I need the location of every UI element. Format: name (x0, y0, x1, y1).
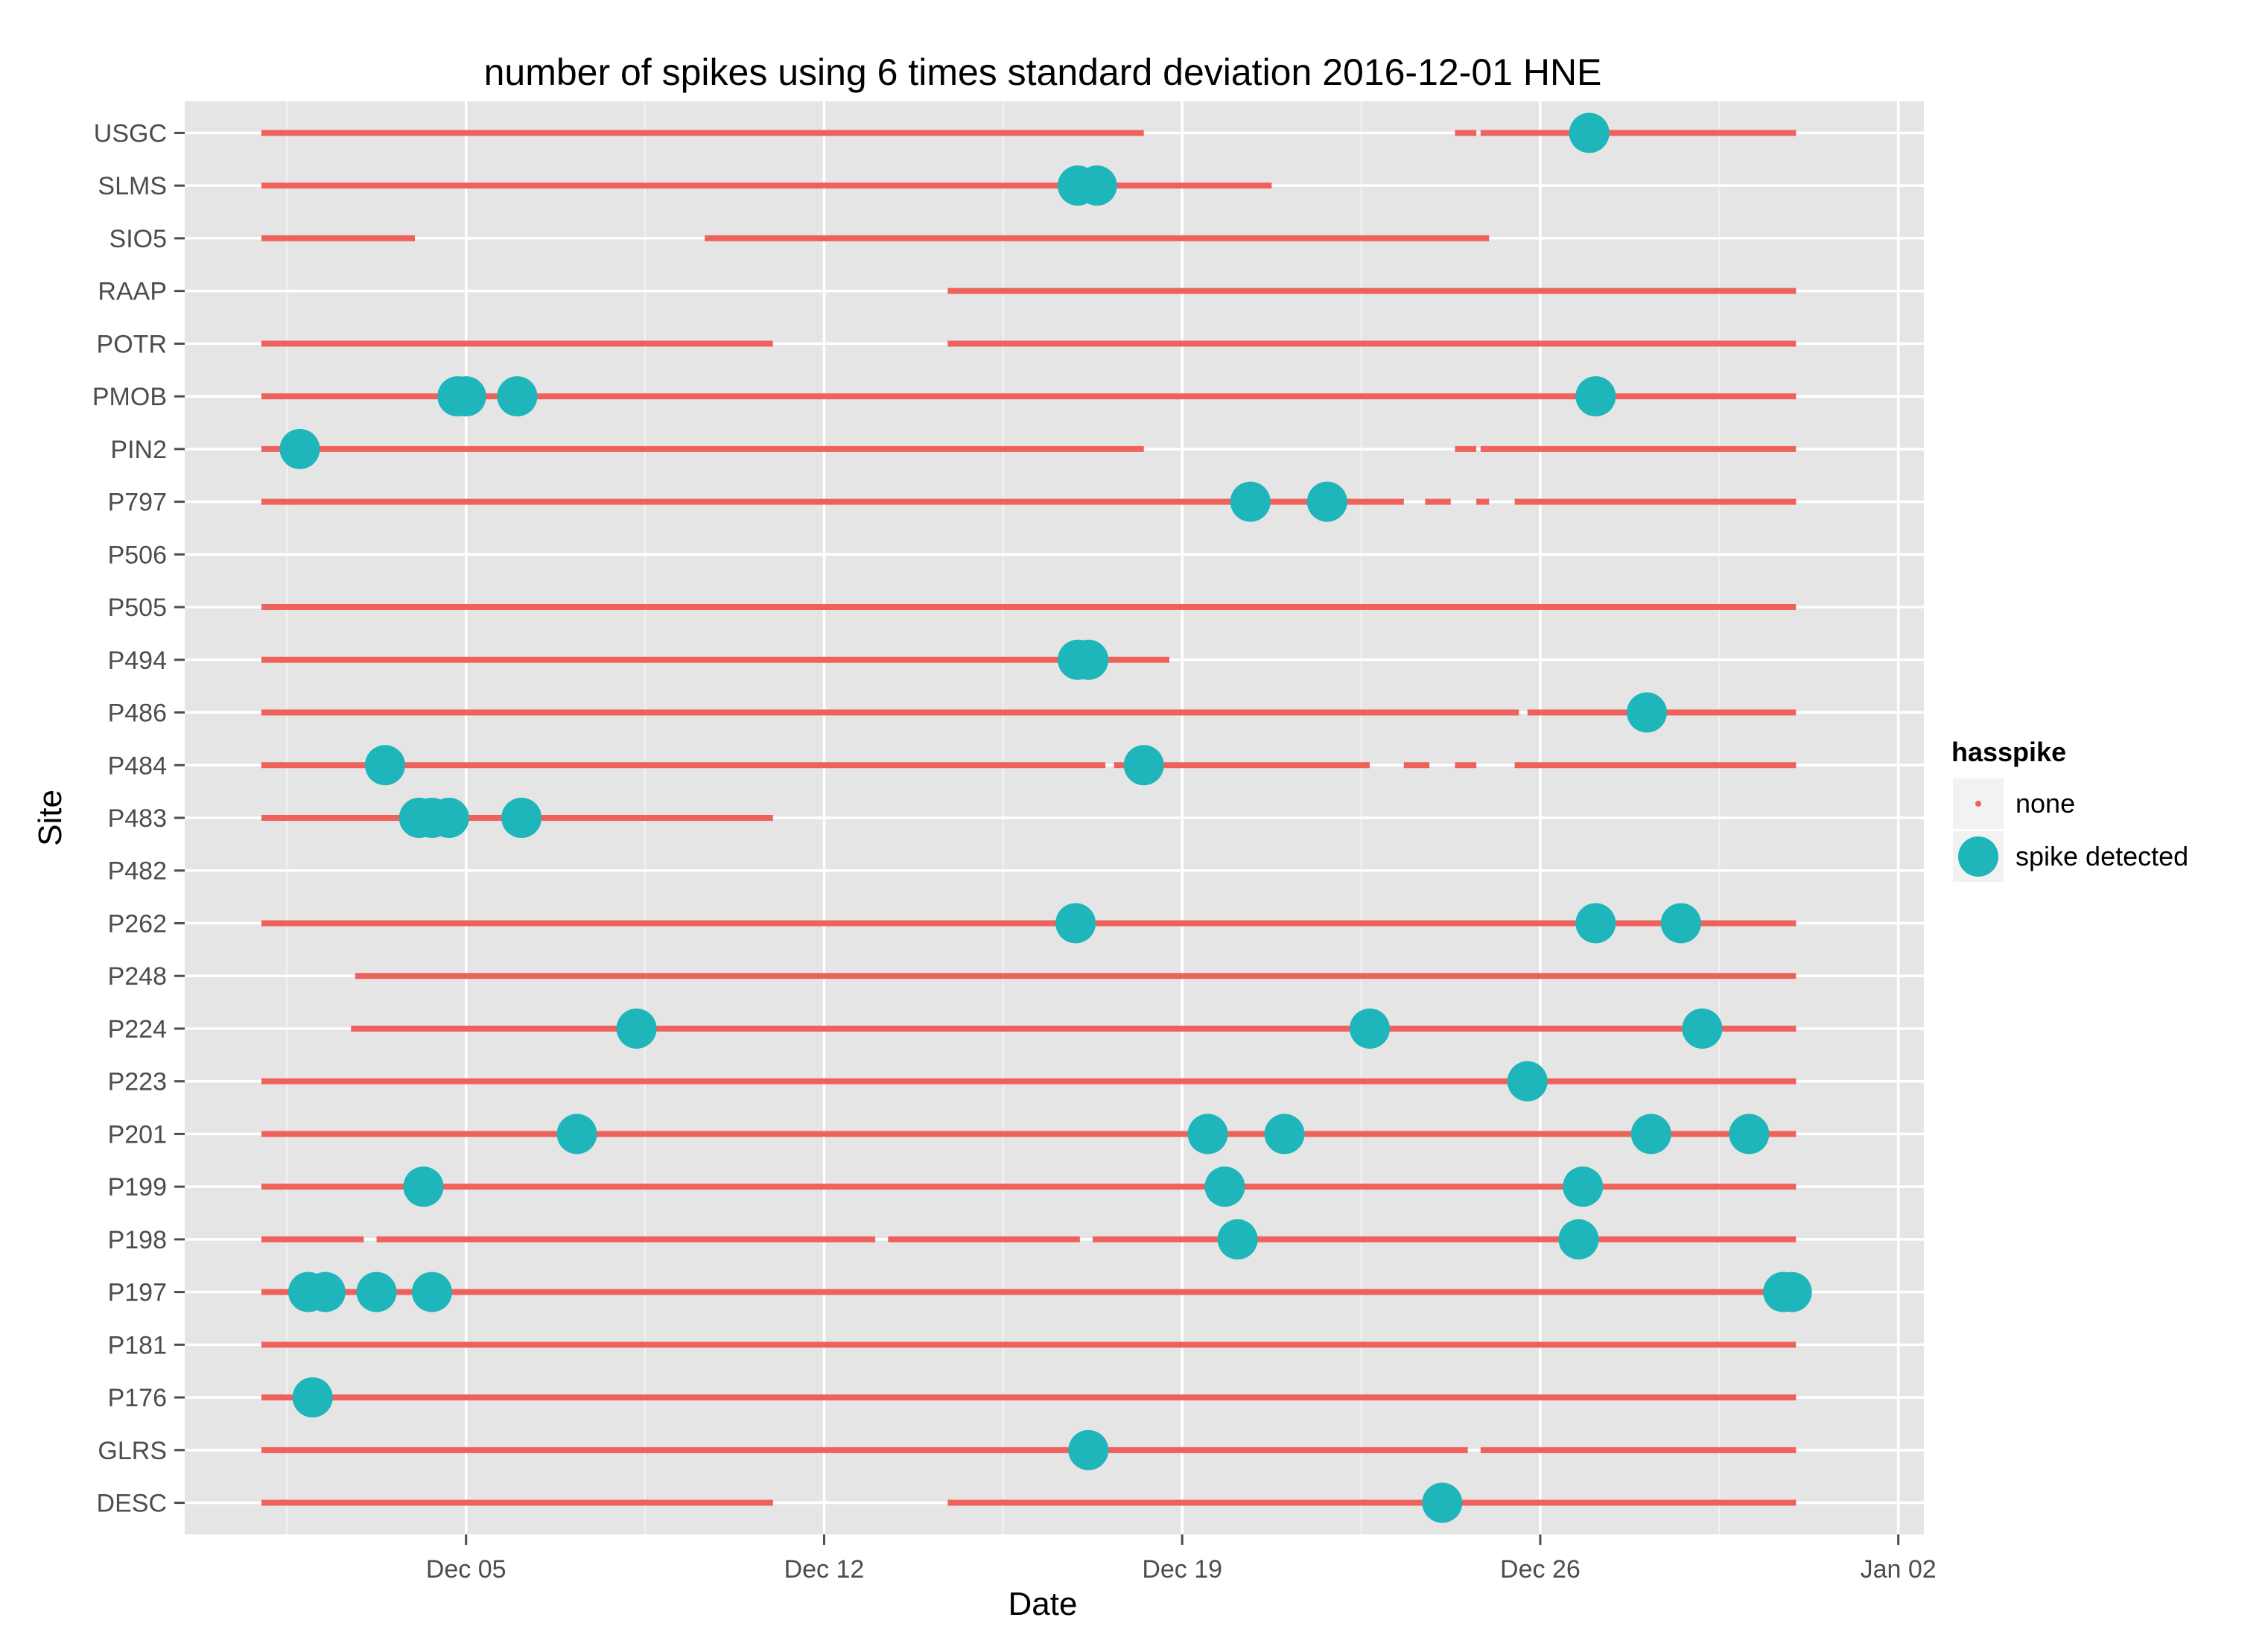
legend-title: hasspike (1951, 737, 2066, 767)
spike-point (1630, 1114, 1671, 1155)
series-spike-detected (279, 112, 1812, 1523)
y-tick-label: P797 (108, 489, 167, 517)
x-tick-label: Jan 02 (1861, 1555, 1937, 1584)
spike-point (292, 1377, 333, 1418)
y-axis: DESC GLRS P176 P181 P197 P198 P199 P201 P223 P224… (92, 119, 185, 1518)
legend-swatch-none (1975, 801, 1981, 807)
spike-point (556, 1114, 597, 1155)
spike-point (1350, 1008, 1391, 1049)
spike-point (1068, 639, 1109, 680)
spike-point (501, 798, 542, 838)
y-tick-label: P506 (108, 541, 167, 569)
spike-point (1507, 1061, 1548, 1102)
x-tick-label: Dec 12 (784, 1555, 865, 1584)
spike-point (1627, 692, 1668, 733)
spike-point (1217, 1219, 1258, 1260)
spike-point (428, 798, 469, 838)
y-tick-label: USGC (94, 119, 167, 147)
y-tick-label: GLRS (98, 1437, 167, 1465)
spike-point (445, 376, 486, 417)
x-axis-title: Date (1008, 1586, 1078, 1622)
spike-point (279, 428, 320, 469)
spike-point (1729, 1114, 1770, 1155)
y-tick-label: SIO5 (109, 225, 167, 253)
series-none (261, 130, 1797, 1506)
spike-point (403, 1166, 444, 1207)
y-tick-label: PIN2 (110, 436, 167, 464)
legend: hasspike none spike detected (1951, 737, 2188, 882)
y-tick-label: P505 (108, 594, 167, 622)
spike-point (1771, 1271, 1812, 1312)
y-tick-label: P248 (108, 962, 167, 991)
x-axis: Dec 05 Dec 12 Dec 19 Dec 26 Jan 02 (426, 1534, 1937, 1584)
spike-point (1187, 1114, 1228, 1155)
spike-point (364, 745, 405, 786)
y-tick-label: P197 (108, 1279, 167, 1307)
y-tick-label: P483 (108, 804, 167, 833)
spike-point (1558, 1219, 1599, 1260)
spike-point (1563, 1166, 1604, 1207)
spike-point (1068, 1429, 1109, 1470)
legend-label-none: none (2016, 788, 2075, 819)
spike-point (616, 1008, 657, 1049)
y-tick-label: SLMS (98, 172, 167, 200)
spike-point (1575, 376, 1616, 417)
y-tick-label: POTR (97, 330, 167, 358)
y-tick-label: P494 (108, 647, 167, 675)
y-tick-label: P223 (108, 1068, 167, 1096)
spike-point (1076, 165, 1117, 206)
y-tick-label: DESC (97, 1490, 167, 1518)
y-axis-title: Site (32, 790, 69, 846)
spike-point (1422, 1482, 1463, 1523)
spike-point (1682, 1008, 1723, 1049)
spike-point (1660, 903, 1701, 944)
y-tick-label: P201 (108, 1120, 167, 1149)
spike-point (1230, 481, 1271, 522)
y-tick-label: P181 (108, 1331, 167, 1359)
y-tick-label: P482 (108, 857, 167, 886)
y-tick-label: P176 (108, 1384, 167, 1412)
x-tick-label: Dec 19 (1142, 1555, 1222, 1584)
y-tick-label: P198 (108, 1226, 167, 1254)
y-tick-label: RAAP (98, 278, 167, 306)
spike-point (356, 1271, 397, 1312)
spike-point (1264, 1114, 1305, 1155)
spike-point (1123, 745, 1164, 786)
spike-point (1204, 1166, 1245, 1207)
x-tick-label: Dec 05 (426, 1555, 506, 1584)
y-tick-label: P262 (108, 909, 167, 938)
spike-point (305, 1271, 346, 1312)
y-tick-label: P484 (108, 752, 167, 780)
legend-swatch-spike (1958, 836, 1998, 877)
y-tick-label: P199 (108, 1173, 167, 1201)
spike-point (1575, 903, 1616, 944)
spike-point (1055, 903, 1096, 944)
chart-title: number of spikes using 6 times standard … (484, 51, 1602, 93)
spike-point (1306, 481, 1347, 522)
x-tick-label: Dec 26 (1500, 1555, 1581, 1584)
spike-point (497, 376, 538, 417)
spike-point (1569, 112, 1610, 153)
y-tick-label: PMOB (92, 383, 167, 411)
spike-point (411, 1271, 452, 1312)
y-tick-label: P486 (108, 699, 167, 728)
y-tick-label: P224 (108, 1015, 167, 1044)
legend-label-spike: spike detected (2016, 841, 2188, 871)
